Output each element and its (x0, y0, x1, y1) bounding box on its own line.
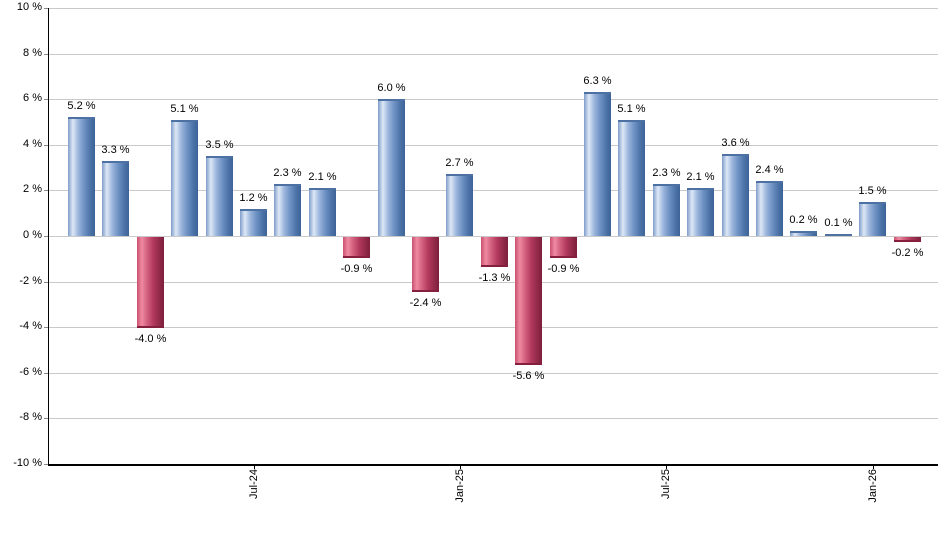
bar-value-label: -4.0 % (134, 333, 167, 345)
positive-bar (584, 92, 611, 236)
bar-value-label: -1.3 % (478, 272, 511, 284)
positive-bar (171, 120, 198, 236)
negative-bar (343, 237, 370, 258)
bar-value-label: -0.9 % (547, 263, 580, 275)
positive-bar (859, 202, 886, 236)
y-axis-label: 0 % (23, 229, 42, 241)
gridline (48, 145, 938, 146)
negative-bar (481, 237, 508, 267)
bar-value-label: 1.2 % (239, 192, 268, 204)
bar-value-label: 2.3 % (273, 167, 302, 179)
bar-value-label: 5.1 % (170, 103, 199, 115)
y-tick-mark (44, 190, 48, 191)
bar-value-label: 3.5 % (205, 139, 234, 151)
x-tick-mark (873, 464, 874, 469)
gridline (48, 190, 938, 191)
bar-value-label: 2.4 % (755, 164, 784, 176)
gridline (48, 236, 938, 237)
negative-bar (515, 237, 542, 365)
y-axis-label: 6 % (23, 92, 42, 104)
bar-value-label: -0.9 % (340, 263, 373, 275)
y-tick-mark (44, 8, 48, 9)
negative-bar (550, 237, 577, 258)
y-axis-label: 10 % (16, 1, 42, 13)
gridline (48, 418, 938, 419)
bar-value-label: 2.7 % (445, 157, 474, 169)
gridline (48, 54, 938, 55)
bar-value-label: 2.3 % (652, 167, 681, 179)
bar-value-label: -2.4 % (409, 297, 442, 309)
y-tick-mark (44, 145, 48, 146)
positive-bar (825, 234, 852, 236)
bar-value-label: 0.2 % (789, 214, 818, 226)
positive-bar (722, 154, 749, 236)
bar-value-label: 5.2 % (67, 100, 96, 112)
gridline (48, 8, 938, 9)
positive-bar (756, 181, 783, 236)
positive-bar (206, 156, 233, 236)
positive-bar (240, 209, 267, 236)
gridline (48, 373, 938, 374)
positive-bar (618, 120, 645, 236)
x-tick-mark (460, 464, 461, 469)
positive-bar (446, 174, 473, 236)
positive-bar (790, 231, 817, 236)
y-tick-mark (44, 54, 48, 55)
bar-value-label: 6.3 % (583, 75, 612, 87)
x-axis-label: Jul-24 (248, 469, 260, 499)
y-tick-mark (44, 236, 48, 237)
x-axis-label: Jan-26 (867, 469, 879, 503)
y-axis-label: 4 % (23, 138, 42, 150)
y-tick-mark (44, 327, 48, 328)
x-axis-label: Jul-25 (660, 469, 672, 499)
y-tick-mark (44, 282, 48, 283)
bar-value-label: 2.1 % (686, 171, 715, 183)
x-axis-label: Jan-25 (454, 469, 466, 503)
y-axis-label: -10 % (13, 457, 42, 469)
y-tick-mark (44, 418, 48, 419)
y-axis-label: -4 % (19, 320, 42, 332)
bar-value-label: 3.6 % (721, 137, 750, 149)
positive-bar (653, 184, 680, 236)
bar-value-label: 2.1 % (308, 171, 337, 183)
bar-value-label: 3.3 % (101, 144, 130, 156)
y-tick-mark (44, 373, 48, 374)
bar-value-label: -0.2 % (891, 247, 924, 259)
gridline (48, 282, 938, 283)
y-tick-mark (44, 99, 48, 100)
bar-value-label: 6.0 % (377, 82, 406, 94)
negative-bar (894, 237, 921, 242)
bar-value-label: 1.5 % (858, 185, 887, 197)
negative-bar (137, 237, 164, 328)
negative-bar (412, 237, 439, 292)
positive-bar (102, 161, 129, 236)
gridline (48, 99, 938, 100)
y-axis-label: -2 % (19, 275, 42, 287)
y-axis-label: 8 % (23, 47, 42, 59)
bar-value-label: 5.1 % (617, 103, 646, 115)
positive-bar (687, 188, 714, 236)
y-axis-label: 2 % (23, 183, 42, 195)
positive-bar (378, 99, 405, 236)
positive-bar (309, 188, 336, 236)
y-axis-line (48, 8, 49, 466)
x-tick-mark (254, 464, 255, 469)
positive-bar (274, 184, 301, 236)
y-axis-label: -8 % (19, 411, 42, 423)
positive-bar (68, 117, 95, 236)
x-axis-line (48, 464, 938, 466)
bar-value-label: -5.6 % (512, 370, 545, 382)
y-axis-label: -6 % (19, 366, 42, 378)
y-tick-mark (44, 464, 48, 465)
bar-value-label: 0.1 % (824, 217, 853, 229)
x-tick-mark (666, 464, 667, 469)
gridline (48, 327, 938, 328)
